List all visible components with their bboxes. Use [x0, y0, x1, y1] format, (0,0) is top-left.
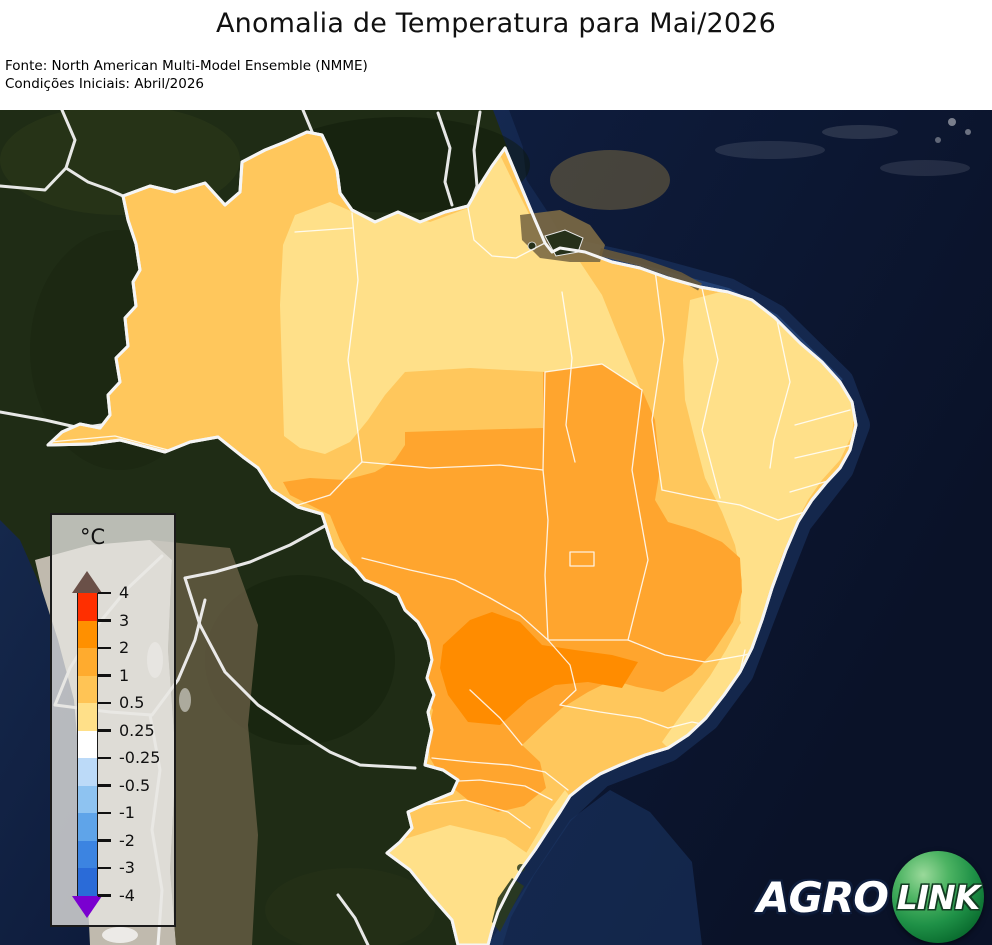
agrolink-logo: AGRO LINK [757, 851, 984, 943]
colorbar-tick-label: 3 [119, 610, 130, 630]
colorbar-segment [77, 648, 97, 676]
colorbar-segment [77, 813, 97, 841]
brazil-outline [46, 130, 858, 945]
patch-anomaly-025-05-north [280, 155, 640, 454]
colorbar-segment [77, 675, 97, 703]
colorbar-segment [77, 758, 97, 786]
colorbar-segment [77, 730, 97, 758]
colorbar-tick-label: -0.5 [119, 775, 151, 795]
colorbar-tick-label: -1 [119, 803, 135, 823]
colorbar-tick-mark [98, 811, 111, 815]
colorbar-tick-mark [98, 729, 111, 732]
logo-green-sphere: LINK [892, 851, 984, 943]
colorbar-tick-mark [98, 756, 111, 760]
colorbar-tick-mark [98, 866, 111, 870]
colorbar-segment [77, 785, 97, 813]
logo-text-link: LINK [896, 877, 980, 917]
colorbar-tick-mark [98, 591, 111, 595]
patch-anomaly-2-3-hotspot [440, 612, 638, 725]
colorbar-tick-mark [98, 839, 111, 842]
colorbar-tick-label: 0.25 [119, 720, 155, 740]
map-header: Anomalia de Temperatura para Mai/2026 Fo… [0, 0, 992, 110]
colorbar-tick-label: 1 [119, 665, 130, 685]
colorbar-tick-label: -0.25 [119, 748, 161, 768]
colorbar: 4 3 2 1 0.5 0.25 -0.25 -0.5 -1 -2 -3 -4 [72, 571, 160, 918]
colorbar-tick-label: -4 [119, 885, 135, 905]
map-svg [0, 110, 992, 945]
colorbar-segment [77, 593, 97, 621]
colorbar-segment [77, 840, 97, 868]
map-canvas: °C 4 3 2 1 0.5 0.25 -0.25 -0.5 -1 -2 -3 -4 AGRO LIN… [0, 110, 992, 945]
colorbar-under-arrow [72, 895, 102, 918]
colorbar-ticks: 4 3 2 1 0.5 0.25 -0.25 -0.5 -1 -2 -3 -4 [72, 571, 160, 918]
colorbar-tick-label: 0.5 [119, 693, 145, 713]
colorbar-legend: °C 4 3 2 1 0.5 0.25 -0.25 -0.5 -1 -2 -3 -4 [50, 513, 176, 927]
colorbar-tick-label: 4 [119, 583, 130, 603]
source-line: Fonte: North American Multi-Model Ensemb… [5, 58, 368, 74]
colorbar-unit-label: °C [80, 525, 106, 549]
colorbar-tick-mark [98, 619, 111, 622]
patch-anomaly-1-2-central [283, 364, 742, 812]
colorbar-tick-mark [98, 894, 111, 897]
colorbar-tick-mark [98, 674, 111, 677]
colorbar-over-arrow [72, 571, 102, 593]
logo-text-agro: AGRO [756, 872, 889, 922]
colorbar-segment [77, 620, 97, 648]
colorbar-segments [76, 593, 98, 896]
colorbar-tick-label: 2 [119, 638, 130, 658]
colorbar-tick-mark [98, 646, 111, 650]
colorbar-segment [77, 703, 97, 731]
colorbar-tick-mark [98, 784, 111, 787]
colorbar-tick-mark [98, 701, 111, 705]
colorbar-segment [77, 868, 97, 896]
patch-anomaly-025-05-northeast [683, 292, 855, 645]
patch-anomaly-025-05-east-coast [662, 615, 757, 750]
colorbar-tick-label: -3 [119, 858, 135, 878]
page-title: Anomalia de Temperatura para Mai/2026 [215, 8, 777, 39]
source-caption: Fonte: North American Multi-Model Ensemb… [5, 57, 368, 93]
initial-conditions-line: Condições Iniciais: Abril/2026 [5, 76, 204, 92]
colorbar-tick-label: -2 [119, 830, 135, 850]
